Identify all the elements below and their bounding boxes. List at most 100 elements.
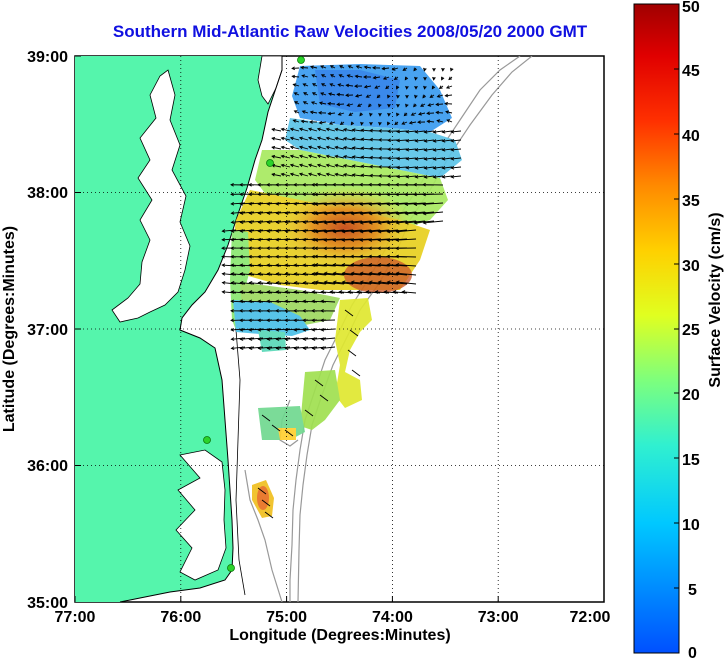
velocity-arrowhead xyxy=(377,254,381,259)
velocity-arrowhead xyxy=(314,220,319,225)
velocity-arrowhead xyxy=(435,102,440,107)
velocity-arrowhead xyxy=(302,182,306,187)
velocity-arrowhead xyxy=(325,154,330,159)
velocity-arrowhead xyxy=(341,262,346,267)
colorbar-tick-label: 40 xyxy=(682,128,700,145)
velocity-arrow xyxy=(344,309,354,317)
velocity-arrow xyxy=(249,264,264,267)
velocity-arrowhead xyxy=(338,74,343,78)
velocity-arrow xyxy=(424,175,435,178)
velocity-arrowhead xyxy=(441,148,446,152)
velocity-arrowhead xyxy=(414,85,418,90)
velocity-arrow xyxy=(335,128,345,132)
velocity-arrow xyxy=(433,130,444,133)
velocity-arrowhead xyxy=(311,254,315,259)
velocity-arrow xyxy=(231,328,246,331)
velocity-arrow xyxy=(308,146,318,150)
velocity-arrowhead xyxy=(368,271,373,276)
velocity-arrowhead xyxy=(345,93,349,98)
velocity-arrow xyxy=(396,229,417,233)
velocity-arrow xyxy=(433,166,444,169)
velocity-arrowhead xyxy=(359,254,363,259)
velocity-arrow xyxy=(433,139,444,142)
velocity-arrow xyxy=(222,264,237,267)
velocity-arrowhead xyxy=(302,254,306,259)
y-tick-label: 35:00 xyxy=(27,595,68,612)
velocity-arrowhead xyxy=(334,136,339,141)
velocity-arrow xyxy=(303,264,318,267)
velocity-arrow xyxy=(312,273,327,276)
velocity-arrowhead xyxy=(368,262,373,267)
velocity-arrowhead xyxy=(369,137,373,142)
velocity-arrow xyxy=(451,175,462,178)
velocity-arrowhead xyxy=(395,262,400,267)
velocity-arrowhead xyxy=(350,262,355,267)
velocity-arrowhead xyxy=(320,308,324,313)
x-tick-labels: 77:00 76:00 75:00 74:00 73:00 72:00 xyxy=(55,609,611,626)
velocity-arrowhead xyxy=(372,75,377,80)
velocity-arrow xyxy=(384,291,399,294)
velocity-arrowhead xyxy=(230,201,235,206)
velocity-arrowhead xyxy=(289,154,294,159)
velocity-arrow xyxy=(310,66,318,69)
velocity-arrowhead xyxy=(341,182,345,187)
velocity-arrow xyxy=(433,148,444,151)
velocity-arrow xyxy=(442,130,453,133)
velocity-arrowhead xyxy=(423,67,427,72)
velocity-arrowhead xyxy=(302,101,307,105)
velocity-arrow xyxy=(317,146,327,150)
velocity-arrowhead xyxy=(275,246,279,251)
velocity-arrow xyxy=(436,103,444,106)
velocity-arrow xyxy=(397,130,408,133)
colorbar-tick-label: 10 xyxy=(682,517,700,534)
velocity-arrow xyxy=(319,121,327,124)
velocity-arrowhead xyxy=(239,299,244,304)
velocity-arrow xyxy=(240,300,255,303)
velocity-arrowhead xyxy=(365,290,370,294)
velocity-arrowhead xyxy=(347,65,352,69)
velocity-arrowhead xyxy=(275,327,280,332)
velocity-arrow xyxy=(361,165,372,168)
chesapeake-bay xyxy=(111,69,191,323)
velocity-arrowhead xyxy=(323,246,327,251)
velocity-arrowhead xyxy=(432,157,437,161)
velocity-arrowhead xyxy=(248,263,253,268)
velocity-arrow xyxy=(364,66,372,69)
velocity-arrowhead xyxy=(354,84,358,88)
velocity-arrow xyxy=(272,155,282,159)
velocity-arrowhead xyxy=(450,174,455,179)
velocity-arrowhead xyxy=(239,192,243,197)
velocity-arrowhead xyxy=(350,192,354,197)
velocity-arrowhead xyxy=(350,238,355,242)
velocity-arrowhead xyxy=(230,229,235,233)
velocity-arrowhead xyxy=(387,121,391,126)
velocity-arrowhead xyxy=(248,254,252,259)
velocity-arrowhead xyxy=(275,182,279,187)
velocity-arrowhead xyxy=(275,263,280,268)
velocity-arrowhead xyxy=(427,103,432,107)
velocity-arrowhead xyxy=(422,211,427,216)
velocity-arrowhead xyxy=(404,76,409,81)
velocity-arrowhead xyxy=(423,175,428,179)
velocity-arrowhead xyxy=(308,136,312,141)
velocity-arrowhead xyxy=(239,182,243,187)
velocity-arrowhead xyxy=(359,220,364,225)
velocity-arrowhead xyxy=(422,182,426,187)
velocity-arrowhead xyxy=(369,112,373,117)
x-tick-label: 75:00 xyxy=(266,609,307,626)
velocity-arrow xyxy=(343,146,354,150)
velocity-arrowhead xyxy=(248,308,252,313)
velocity-arrow xyxy=(396,264,417,267)
velocity-arrowhead xyxy=(351,164,356,168)
velocity-arrow xyxy=(299,155,309,159)
velocity-arrow xyxy=(326,173,336,177)
velocity-arrowhead xyxy=(280,172,285,177)
velocity-arrowhead xyxy=(294,101,298,105)
velocity-arrow xyxy=(317,128,327,132)
velocity-arrowhead xyxy=(377,229,382,234)
velocity-arrow xyxy=(222,238,237,241)
velocity-arrowhead xyxy=(405,85,409,90)
velocity-arrowhead xyxy=(257,337,262,341)
velocity-arrow xyxy=(427,120,435,123)
velocity-arrowhead xyxy=(348,112,353,116)
